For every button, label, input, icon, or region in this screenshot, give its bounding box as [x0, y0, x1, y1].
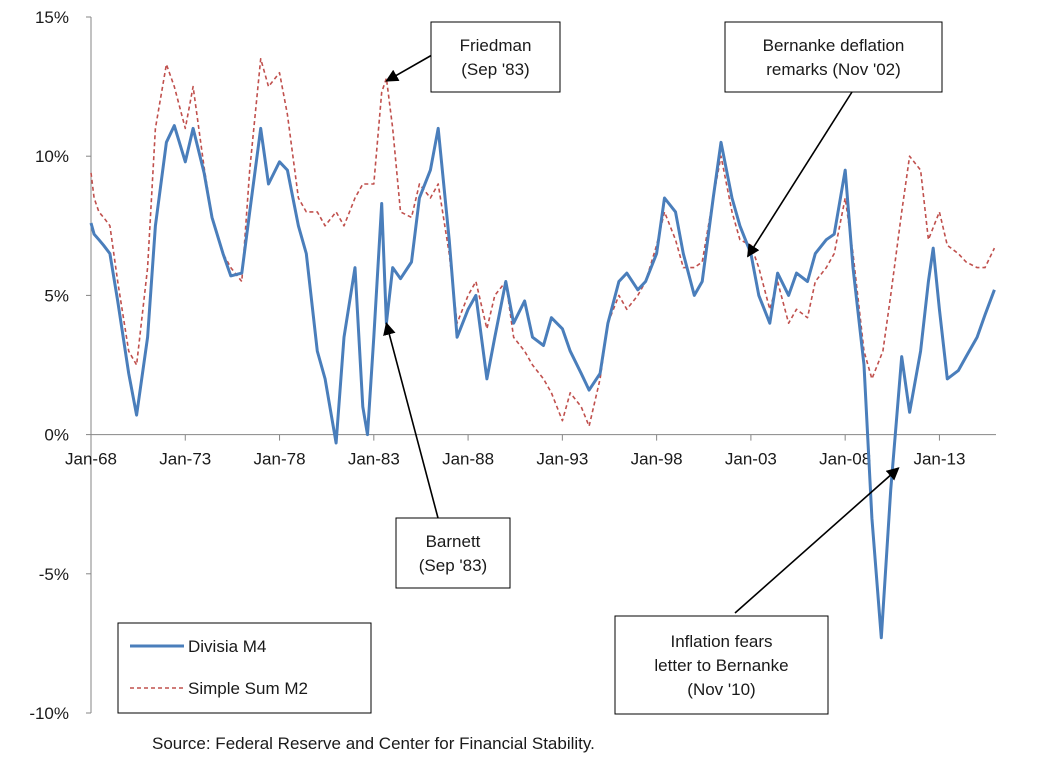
y-axis-labels: 15% 10% 5% 0% -5% -10% [29, 8, 91, 723]
annotation-label: Friedman [460, 36, 532, 55]
legend-box [117, 622, 372, 714]
annotation-label: (Sep '83) [419, 556, 487, 575]
x-tick-label: Jan-68 [65, 450, 117, 469]
annotation: Bernanke deflation remarks (Nov '02) [724, 21, 943, 258]
annotation-arrow [734, 467, 900, 614]
annotation-label: Barnett [426, 532, 481, 551]
annotation-box [430, 21, 561, 93]
y-tick-label: -10% [29, 704, 69, 723]
legend-label: Divisia M4 [188, 637, 266, 656]
annotation: Barnett (Sep '83) [383, 322, 511, 589]
annotation-label: remarks (Nov '02) [766, 60, 901, 79]
x-tick-label: Jan-98 [631, 450, 683, 469]
annotation-arrow [385, 54, 433, 82]
series-line-simple-sum-m2 [90, 58, 996, 427]
y-tick-label: -5% [39, 565, 69, 584]
annotation-box [724, 21, 943, 93]
y-tick-label: 5% [44, 286, 69, 305]
annotation-box [614, 615, 829, 715]
x-tick-label: Jan-88 [442, 450, 494, 469]
x-tick-label: Jan-78 [254, 450, 306, 469]
annotations: Friedman (Sep '83) Barnett (Sep '83) Bernank… [383, 21, 943, 715]
y-tick-label: 10% [35, 147, 69, 166]
x-axis-labels: Jan-68 Jan-73 Jan-78 Jan-83 Jan-88 Jan-93 Jan-… [65, 450, 965, 469]
annotation: Inflation fears letter to Bernanke (Nov '1… [614, 467, 900, 715]
annotation-label: Inflation fears [670, 632, 772, 651]
annotation-label: Bernanke deflation [763, 36, 905, 55]
source-note: Source: Federal Reserve and Center for F… [152, 734, 595, 753]
annotation-arrow [383, 322, 439, 519]
series-lines [89, 58, 996, 640]
y-tick-label: 15% [35, 8, 69, 27]
annotation-label: letter to Bernanke [654, 656, 788, 675]
x-axis-ticks [90, 434, 940, 441]
series-line-divisia-m4 [89, 124, 996, 640]
annotation-box [395, 517, 511, 589]
annotation-label: (Sep '83) [461, 60, 529, 79]
legend: Divisia M4 Simple Sum M2 [117, 622, 372, 714]
annotation-label: (Nov '10) [687, 680, 755, 699]
x-tick-label: Jan-03 [725, 450, 777, 469]
y-tick-label: 0% [44, 426, 69, 445]
legend-label: Simple Sum M2 [188, 679, 308, 698]
annotation: Friedman (Sep '83) [385, 21, 561, 93]
x-tick-label: Jan-13 [913, 450, 965, 469]
x-tick-label: Jan-93 [536, 450, 588, 469]
annotation-arrow [747, 91, 853, 258]
x-tick-label: Jan-73 [159, 450, 211, 469]
x-tick-label: Jan-08 [819, 450, 871, 469]
x-tick-label: Jan-83 [348, 450, 400, 469]
